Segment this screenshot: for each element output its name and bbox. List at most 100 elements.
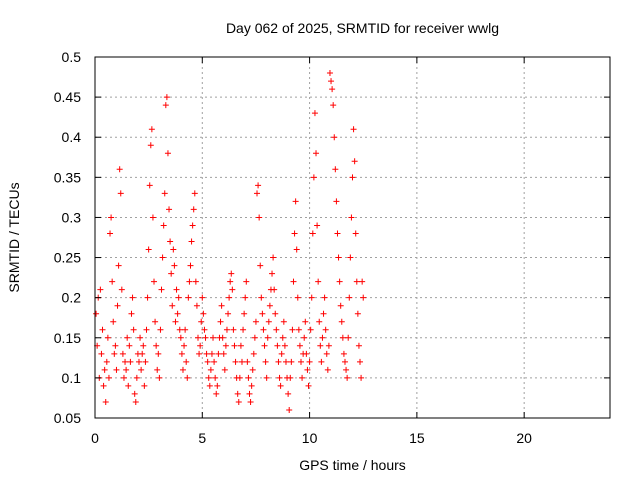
data-point xyxy=(210,334,217,341)
data-point xyxy=(351,158,358,165)
y-axis-label: SRMTID / TECUs xyxy=(6,182,22,292)
data-point xyxy=(334,230,341,237)
x-axis-label: GPS time / hours xyxy=(299,457,406,473)
data-point xyxy=(296,342,303,349)
y-tick-label: 0.05 xyxy=(54,410,81,426)
data-point xyxy=(152,318,159,325)
data-point xyxy=(347,254,354,261)
data-point xyxy=(122,358,129,365)
data-point xyxy=(109,278,116,285)
data-point xyxy=(359,278,366,285)
data-point xyxy=(352,230,359,237)
data-point xyxy=(99,326,106,333)
data-point xyxy=(103,358,110,365)
data-point xyxy=(186,278,193,285)
data-point xyxy=(166,206,173,213)
data-point xyxy=(171,262,178,269)
data-point xyxy=(190,206,197,213)
data-point xyxy=(167,238,174,245)
data-point xyxy=(337,302,344,309)
data-point xyxy=(219,334,226,341)
data-point xyxy=(269,270,276,277)
data-point xyxy=(343,366,350,373)
data-point xyxy=(234,390,241,397)
data-point xyxy=(323,350,330,357)
data-point xyxy=(264,334,271,341)
data-point xyxy=(200,310,207,317)
data-point xyxy=(131,390,138,397)
data-point xyxy=(179,366,186,373)
data-point xyxy=(242,294,249,301)
x-tick-label: 20 xyxy=(516,430,532,446)
data-point xyxy=(354,310,361,317)
data-point xyxy=(274,342,281,349)
data-point xyxy=(241,310,248,317)
data-point xyxy=(120,374,127,381)
data-point xyxy=(311,110,318,117)
data-point xyxy=(178,350,185,357)
data-point xyxy=(104,334,111,341)
data-point xyxy=(246,390,253,397)
data-point xyxy=(306,358,313,365)
data-point xyxy=(294,294,301,301)
data-point xyxy=(252,318,259,325)
x-tick-label: 5 xyxy=(198,430,206,446)
data-point xyxy=(341,358,348,365)
data-point xyxy=(130,326,137,333)
data-point xyxy=(330,102,337,109)
data-point xyxy=(308,294,315,301)
data-point xyxy=(324,366,331,373)
data-point xyxy=(125,382,132,389)
data-point xyxy=(263,374,270,381)
data-point xyxy=(114,302,121,309)
tick-marks xyxy=(94,56,610,419)
data-point xyxy=(155,350,162,357)
data-point xyxy=(135,358,142,365)
data-point xyxy=(262,358,269,365)
data-point xyxy=(227,278,234,285)
data-point xyxy=(115,262,122,269)
data-point xyxy=(158,286,165,293)
data-point xyxy=(195,334,201,341)
data-point xyxy=(321,294,328,301)
data-point xyxy=(282,358,289,365)
data-point xyxy=(177,334,184,341)
data-point xyxy=(108,214,115,221)
data-point xyxy=(102,398,109,405)
y-tick-label: 0.5 xyxy=(62,49,82,65)
data-point xyxy=(153,342,160,349)
data-point xyxy=(231,342,238,349)
data-point xyxy=(110,318,117,325)
data-point xyxy=(340,350,347,357)
data-point xyxy=(139,350,146,357)
data-point xyxy=(318,358,325,365)
data-point xyxy=(331,134,338,141)
data-point xyxy=(162,102,169,109)
data-point xyxy=(137,334,144,341)
y-tick-label: 0.3 xyxy=(62,209,82,225)
data-point xyxy=(277,382,284,389)
data-point xyxy=(211,358,218,365)
data-point xyxy=(286,406,293,413)
x-tick-label: 0 xyxy=(91,430,99,446)
data-point xyxy=(98,350,105,357)
data-point xyxy=(124,334,131,341)
data-point xyxy=(146,182,153,189)
data-point xyxy=(170,246,177,253)
data-point xyxy=(279,334,286,341)
data-point xyxy=(218,302,225,309)
data-point xyxy=(355,342,362,349)
data-point xyxy=(198,318,205,325)
data-point xyxy=(360,294,367,301)
data-point xyxy=(213,390,220,397)
data-point xyxy=(225,310,232,317)
data-point xyxy=(238,358,245,365)
data-point xyxy=(226,294,233,301)
data-point xyxy=(344,374,351,381)
data-point xyxy=(326,70,333,77)
data-point xyxy=(349,174,356,181)
data-point xyxy=(221,366,228,373)
data-point xyxy=(236,374,243,381)
data-point xyxy=(168,270,175,277)
